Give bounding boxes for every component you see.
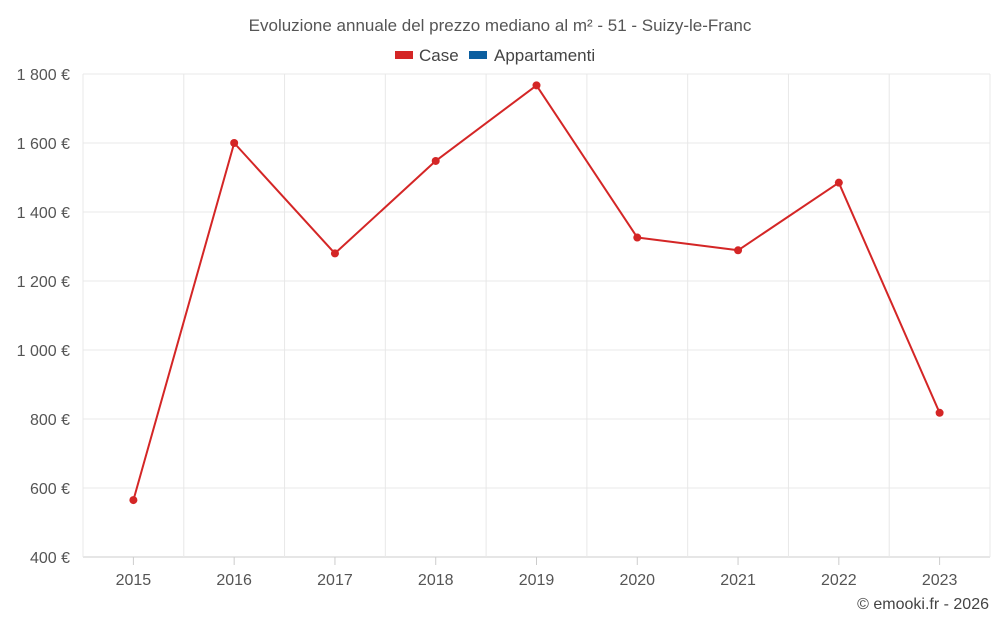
credit: © emooki.fr - 2026	[857, 596, 989, 613]
x-tick-label: 2023	[922, 572, 958, 589]
x-axis: 2015 2016 2017 2018 2019 2020 2021 2022 2023	[116, 557, 958, 589]
data-point-case-2021[interactable]	[734, 246, 743, 255]
y-tick-label: 1 600 €	[17, 136, 70, 153]
data-point-case-2020[interactable]	[633, 233, 642, 242]
x-tick-label: 2017	[317, 572, 353, 589]
legend-swatch-case	[395, 51, 413, 59]
legend: Case Appartamenti	[395, 46, 595, 65]
data-point-case-2022[interactable]	[834, 178, 843, 187]
x-tick-label: 2018	[418, 572, 454, 589]
legend-item-case[interactable]: Case	[395, 46, 459, 65]
y-tick-label: 1 400 €	[17, 205, 70, 222]
data-point-case-2016[interactable]	[230, 139, 239, 147]
series-line-case	[132, 84, 941, 501]
data-point-case-2018[interactable]	[431, 156, 440, 165]
y-tick-label: 400 €	[30, 550, 70, 567]
x-tick-label: 2020	[619, 572, 655, 589]
chart-title: Evoluzione annuale del prezzo mediano al…	[249, 16, 752, 35]
data-point-case-2015[interactable]	[129, 496, 138, 505]
grid	[82, 73, 991, 558]
legend-label-appartamenti: Appartamenti	[494, 46, 595, 65]
plot-area	[129, 81, 944, 505]
y-tick-label: 1 000 €	[17, 343, 70, 360]
y-tick-label: 1 200 €	[17, 274, 70, 291]
y-tick-label: 1 800 €	[17, 67, 70, 84]
legend-swatch-appartamenti	[469, 51, 487, 59]
legend-item-appartamenti[interactable]: Appartamenti	[469, 46, 595, 65]
x-tick-label: 2019	[519, 572, 555, 589]
y-tick-label: 600 €	[30, 481, 70, 498]
x-tick-label: 2021	[720, 572, 756, 589]
x-tick-label: 2022	[821, 572, 857, 589]
x-tick-label: 2015	[116, 572, 152, 589]
legend-label-case: Case	[419, 46, 459, 65]
data-point-case-2023[interactable]	[935, 408, 944, 417]
y-axis: 400 € 600 € 800 € 1 000 € 1 200 € 1 400 € 1 60…	[17, 67, 70, 567]
y-tick-label: 800 €	[30, 412, 70, 429]
data-point-case-2017[interactable]	[330, 249, 339, 258]
data-point-case-2019[interactable]	[532, 81, 541, 90]
x-tick-label: 2016	[216, 572, 252, 589]
